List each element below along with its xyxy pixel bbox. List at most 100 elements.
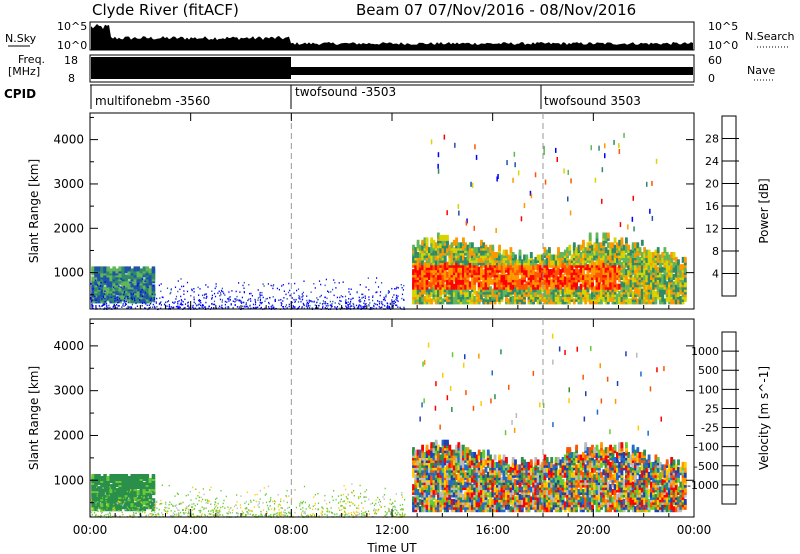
data-cell bbox=[286, 298, 288, 300]
data-cell bbox=[566, 278, 569, 285]
data-cell bbox=[94, 474, 98, 479]
data-cell bbox=[351, 492, 353, 494]
data-cell bbox=[349, 501, 351, 503]
data-cell bbox=[437, 471, 440, 478]
data-cell bbox=[477, 247, 481, 254]
data-cell bbox=[294, 282, 296, 285]
data-cell bbox=[303, 512, 305, 514]
data-cell bbox=[179, 306, 181, 309]
data-cell bbox=[563, 276, 567, 283]
data-cell bbox=[254, 494, 256, 496]
data-cell bbox=[204, 499, 206, 501]
data-cell bbox=[97, 474, 101, 479]
freq-trace-mode1 bbox=[91, 57, 291, 79]
data-cell bbox=[104, 492, 106, 494]
data-cell bbox=[272, 287, 274, 290]
data-cell bbox=[182, 512, 184, 514]
data-cell bbox=[361, 293, 363, 296]
data-cell bbox=[232, 300, 234, 302]
data-cell bbox=[273, 509, 275, 512]
data-cell bbox=[430, 298, 434, 305]
data-cell bbox=[349, 302, 351, 305]
data-cell bbox=[348, 298, 350, 300]
data-cell bbox=[148, 296, 153, 302]
data-cell bbox=[240, 506, 242, 509]
data-cell bbox=[561, 252, 565, 258]
data-cell bbox=[428, 461, 431, 468]
data-cell bbox=[265, 298, 267, 300]
data-cell bbox=[121, 474, 125, 479]
data-cell bbox=[121, 266, 125, 272]
data-cell bbox=[439, 274, 443, 280]
data-cell bbox=[115, 515, 117, 517]
data-cell bbox=[250, 300, 252, 302]
data-cell bbox=[446, 239, 449, 246]
data-cell bbox=[616, 283, 619, 290]
data-cell bbox=[101, 511, 103, 513]
data-cell bbox=[314, 504, 316, 507]
data-cell bbox=[354, 512, 356, 515]
data-cell bbox=[222, 514, 224, 516]
data-cell bbox=[443, 244, 447, 251]
data-cell bbox=[274, 501, 276, 503]
data-cell bbox=[390, 513, 392, 516]
cpid-segment-3: twofsound 3503 bbox=[544, 94, 641, 108]
data-cell bbox=[633, 226, 635, 232]
data-cell bbox=[152, 284, 154, 287]
data-cell bbox=[129, 509, 131, 511]
data-cell bbox=[340, 295, 342, 297]
data-cell bbox=[439, 447, 443, 454]
data-cell bbox=[263, 285, 265, 287]
data-cell bbox=[326, 297, 328, 300]
data-cell bbox=[374, 512, 377, 514]
data-cell bbox=[606, 254, 610, 261]
data-cell bbox=[333, 513, 335, 515]
data-cell bbox=[201, 294, 204, 297]
data-cell bbox=[672, 266, 676, 273]
data-cell bbox=[195, 497, 197, 500]
data-cell bbox=[306, 299, 308, 302]
data-cell bbox=[277, 505, 279, 508]
data-cell bbox=[269, 515, 271, 517]
data-cell bbox=[584, 274, 588, 280]
data-cell bbox=[179, 288, 181, 291]
data-cell bbox=[271, 508, 273, 510]
data-cell bbox=[213, 307, 215, 309]
data-cell bbox=[292, 305, 294, 307]
data-cell bbox=[220, 490, 222, 492]
data-cell bbox=[183, 285, 185, 288]
data-cell bbox=[681, 286, 685, 293]
data-cell bbox=[502, 278, 506, 285]
data-cell bbox=[339, 299, 341, 302]
data-cell bbox=[192, 513, 194, 515]
data-cell bbox=[600, 271, 603, 278]
data-cell bbox=[219, 295, 221, 297]
data-cell bbox=[280, 498, 282, 500]
data-cell bbox=[133, 474, 137, 479]
data-cell bbox=[280, 514, 282, 517]
data-cell bbox=[579, 295, 583, 302]
data-cell bbox=[475, 276, 479, 283]
data-cell bbox=[327, 509, 329, 512]
data-cell bbox=[180, 511, 182, 514]
data-cell bbox=[357, 496, 360, 498]
data-cell bbox=[162, 296, 164, 299]
data-cell bbox=[418, 295, 422, 302]
data-cell bbox=[260, 510, 262, 513]
data-cell bbox=[274, 300, 276, 302]
data-cell bbox=[380, 506, 382, 508]
data-cell bbox=[475, 291, 479, 297]
data-cell bbox=[103, 482, 107, 488]
data-cell bbox=[151, 284, 156, 290]
data-cell bbox=[570, 283, 574, 290]
data-cell bbox=[159, 503, 161, 506]
data-cell bbox=[529, 286, 533, 293]
data-cell bbox=[365, 286, 367, 288]
data-cell bbox=[334, 302, 336, 304]
data-cell bbox=[401, 287, 403, 289]
data-cell bbox=[310, 291, 312, 293]
data-cell bbox=[145, 288, 150, 294]
data-cell bbox=[443, 261, 447, 268]
data-cell bbox=[650, 264, 653, 271]
